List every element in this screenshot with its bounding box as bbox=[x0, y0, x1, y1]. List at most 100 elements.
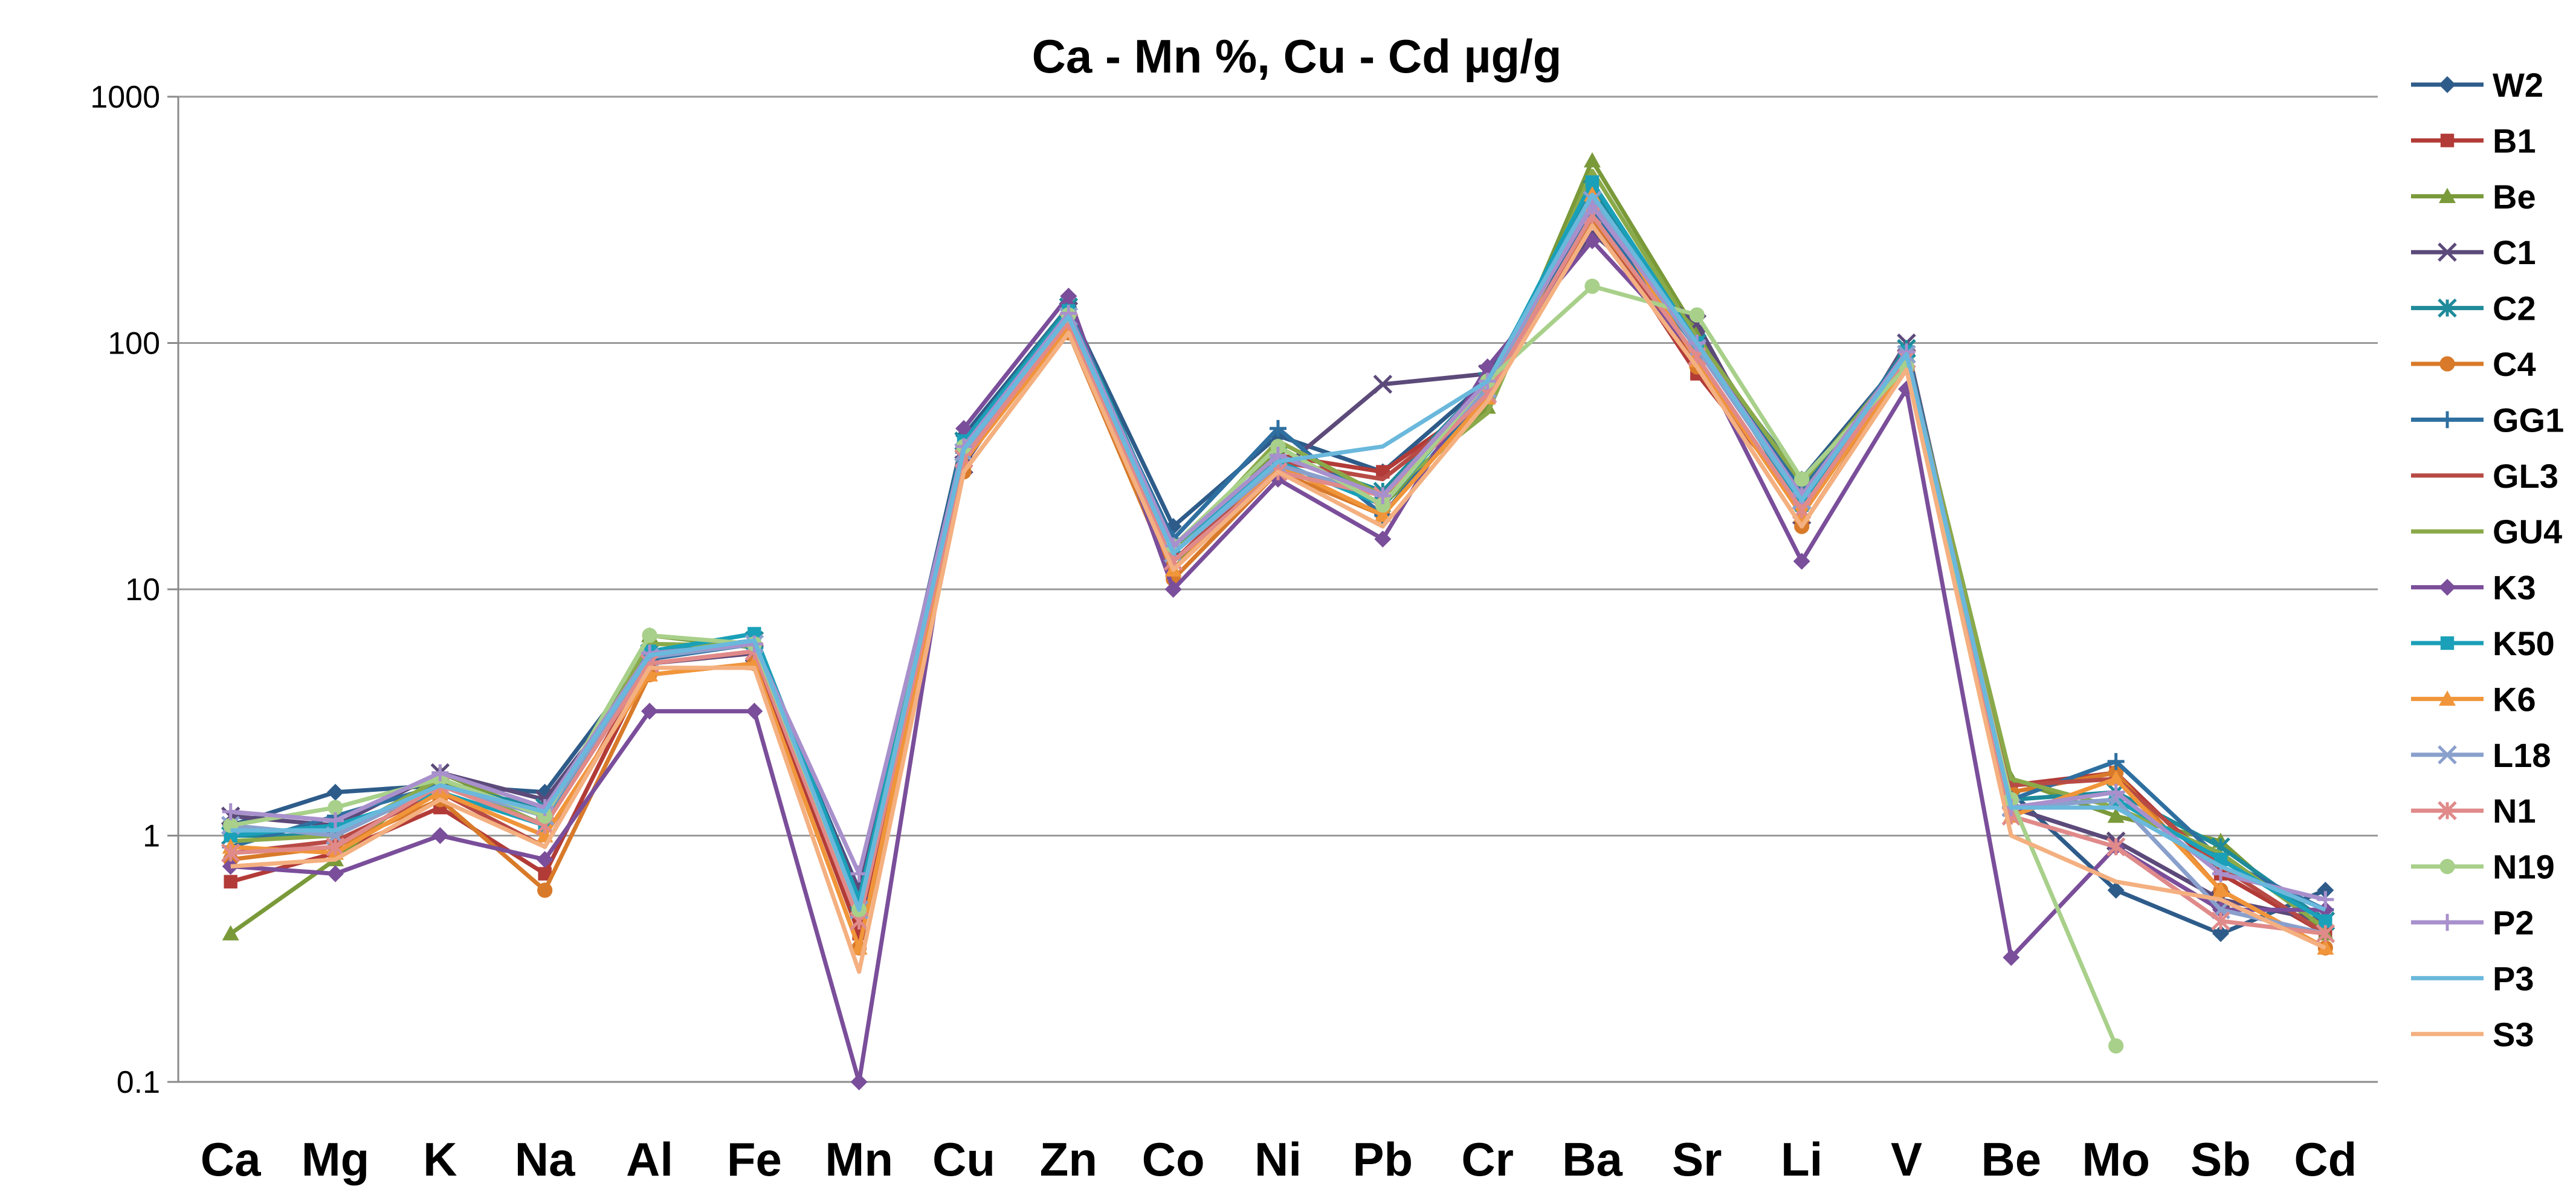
data-point bbox=[1164, 581, 1182, 598]
x-tick-label: Co bbox=[1142, 1133, 1205, 1186]
x-tick-label: V bbox=[1891, 1133, 1922, 1186]
data-point bbox=[850, 865, 868, 882]
data-point bbox=[2319, 914, 2332, 928]
data-point bbox=[1374, 530, 1392, 548]
x-tick-label: Mo bbox=[2082, 1133, 2150, 1186]
legend-item-C4: C4 bbox=[2411, 345, 2536, 383]
data-point bbox=[1060, 287, 1077, 305]
y-tick-label: 100 bbox=[108, 326, 160, 361]
legend-label: L18 bbox=[2493, 736, 2551, 774]
gridlines bbox=[178, 95, 2378, 1083]
x-tick-label: Li bbox=[1781, 1133, 1822, 1186]
x-tick-label: Sb bbox=[2190, 1133, 2251, 1186]
legend-label: GL3 bbox=[2493, 457, 2558, 495]
legend-item-C1: C1 bbox=[2411, 233, 2536, 271]
data-point bbox=[1584, 152, 1601, 168]
data-point bbox=[1793, 552, 1810, 570]
y-tick-label: 0.1 bbox=[117, 1065, 160, 1100]
x-tick-label: Be bbox=[1981, 1133, 2041, 1186]
legend-label: Be bbox=[2493, 178, 2536, 216]
data-point bbox=[327, 865, 344, 882]
data-point bbox=[746, 702, 763, 720]
x-tick-label: Ni bbox=[1254, 1133, 1302, 1186]
data-point bbox=[222, 858, 239, 875]
data-point bbox=[1270, 439, 1286, 455]
data-point bbox=[2212, 881, 2229, 898]
data-point bbox=[431, 827, 449, 844]
data-point bbox=[2107, 783, 2125, 801]
data-point-legend bbox=[2439, 76, 2456, 93]
data-point-legend bbox=[2439, 690, 2456, 706]
legend-label: GU4 bbox=[2493, 513, 2562, 551]
y-tick-label: 1000 bbox=[90, 80, 160, 115]
legend-item-K6: K6 bbox=[2411, 680, 2536, 718]
data-point-legend bbox=[2438, 298, 2457, 318]
x-tick-label: Sr bbox=[1672, 1133, 1722, 1186]
legend-label: S3 bbox=[2493, 1015, 2534, 1054]
legend-label: K6 bbox=[2493, 680, 2536, 718]
series-S3 bbox=[230, 223, 2326, 974]
series-N19 bbox=[223, 278, 2124, 1054]
x-tick-label: Fe bbox=[727, 1133, 782, 1186]
x-tick-label: Mn bbox=[825, 1133, 893, 1186]
legend-label: K50 bbox=[2493, 624, 2555, 662]
data-point bbox=[2316, 924, 2336, 943]
legend-label: K3 bbox=[2493, 569, 2536, 607]
series-line bbox=[230, 223, 2326, 974]
x-tick-label: Zn bbox=[1040, 1133, 1097, 1186]
legend-label: P3 bbox=[2493, 959, 2534, 997]
legend-item-Be: Be bbox=[2411, 178, 2536, 216]
data-point bbox=[1375, 497, 1390, 513]
data-point bbox=[1689, 307, 1705, 323]
legend-item-W2: W2 bbox=[2411, 66, 2543, 104]
data-point bbox=[2317, 901, 2334, 919]
data-point-legend bbox=[2438, 745, 2457, 765]
data-point bbox=[2211, 911, 2230, 931]
legend-item-L18: L18 bbox=[2411, 736, 2551, 774]
legend-item-K3: K3 bbox=[2411, 569, 2536, 607]
legend-label: B1 bbox=[2493, 121, 2536, 160]
y-tick-label: 10 bbox=[125, 572, 160, 607]
x-tick-label: Ba bbox=[1562, 1133, 1622, 1186]
x-tick-label: Cd bbox=[2294, 1133, 2357, 1186]
data-point-legend bbox=[2439, 578, 2456, 596]
data-point-legend bbox=[2440, 134, 2455, 147]
legend-item-C2: C2 bbox=[2411, 290, 2536, 328]
data-point bbox=[2317, 881, 2334, 899]
data-point bbox=[1479, 398, 1496, 414]
legend-item-B1: B1 bbox=[2411, 121, 2536, 160]
chart-title: Ca - Mn %, Cu - Cd µg/g bbox=[1032, 30, 1562, 83]
data-point-legend bbox=[2438, 801, 2457, 820]
data-point bbox=[2212, 925, 2229, 942]
data-point bbox=[1584, 278, 1600, 294]
legend-item-S3: S3 bbox=[2411, 1015, 2534, 1054]
legend-item-GL3: GL3 bbox=[2411, 457, 2558, 495]
series-N1 bbox=[221, 206, 2336, 943]
legend-item-GG1: GG1 bbox=[2411, 401, 2564, 439]
data-point bbox=[2107, 752, 2125, 770]
data-point bbox=[431, 764, 449, 782]
legend-label: C4 bbox=[2493, 345, 2536, 383]
legend-item-K50: K50 bbox=[2411, 624, 2555, 662]
y-tick-labels: 0.1 1 10 100 1000 bbox=[90, 80, 160, 1100]
data-point-legend bbox=[2439, 356, 2455, 372]
data-point bbox=[1373, 374, 1393, 394]
legend-label: P2 bbox=[2493, 904, 2534, 942]
axes bbox=[167, 95, 2378, 1083]
data-point bbox=[537, 882, 553, 898]
data-point bbox=[328, 800, 343, 815]
legend-label: C2 bbox=[2493, 290, 2536, 328]
legend-label: N19 bbox=[2493, 848, 2555, 886]
x-tick-label: Pb bbox=[1352, 1133, 1413, 1186]
data-point bbox=[224, 875, 237, 888]
data-point bbox=[2106, 837, 2126, 856]
data-point bbox=[536, 850, 554, 868]
data-point bbox=[327, 812, 344, 829]
legend-label: N1 bbox=[2493, 792, 2536, 830]
data-point bbox=[850, 1073, 868, 1090]
data-point bbox=[327, 783, 344, 801]
data-point bbox=[1374, 487, 1392, 505]
series-line bbox=[230, 284, 2118, 1047]
data-point bbox=[2003, 949, 2020, 966]
